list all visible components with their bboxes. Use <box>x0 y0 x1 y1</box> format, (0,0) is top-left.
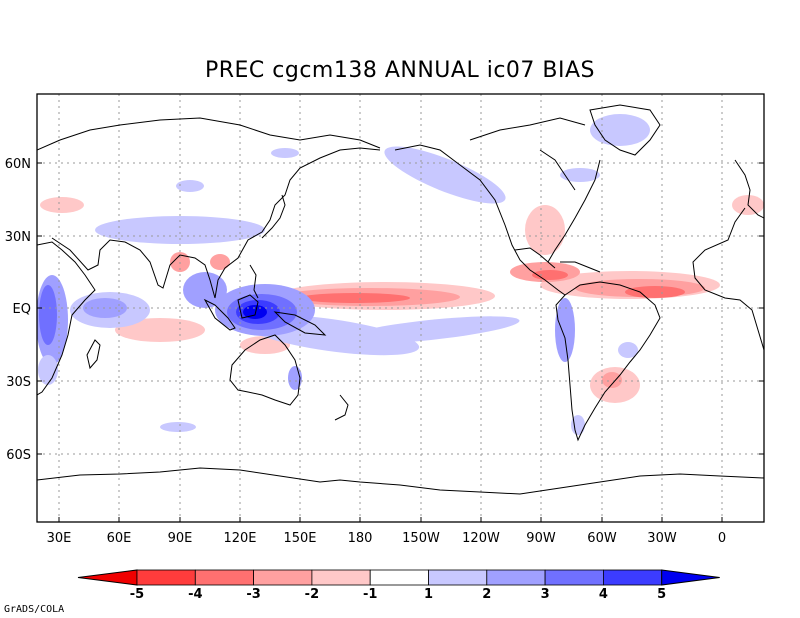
wet-anomaly-south-pacific <box>340 316 520 344</box>
colorbar-segment <box>253 569 313 586</box>
coast-sumatra <box>203 298 236 331</box>
coast-new-zealand <box>334 394 349 421</box>
colorbar-segment <box>544 569 604 586</box>
coast-east-asia <box>214 147 381 299</box>
wet-anomaly-bay-of-bengal <box>183 272 227 308</box>
wet-anomaly-north-atlantic <box>560 168 600 182</box>
colorbar-label: 5 <box>657 587 666 602</box>
colorbar-label: 1 <box>424 587 433 602</box>
wet-anomaly-south-africa <box>38 355 58 385</box>
coast-africa <box>37 241 96 396</box>
colorbar-segment <box>603 569 663 586</box>
x-tick-label: 150E <box>283 531 316 546</box>
coast-gulf <box>514 247 556 269</box>
y-tick-label: EQ <box>13 302 31 317</box>
colorbar-label: 4 <box>599 587 608 602</box>
coast-madagascar <box>86 339 101 370</box>
coast-india <box>124 241 216 299</box>
dry-anomaly-equatorial-pacific-peak <box>300 293 410 303</box>
x-tick-label: 150W <box>402 531 440 546</box>
coast-philippines <box>249 264 259 299</box>
x-tick-label: 180 <box>348 531 373 546</box>
coast-north-america-north <box>469 117 586 141</box>
x-tick-label: 30W <box>647 531 677 546</box>
colorbar-label: 2 <box>482 587 491 602</box>
coast-borneo <box>237 294 259 319</box>
colorbar-label: -5 <box>130 587 144 602</box>
colorbar-segment <box>428 569 488 586</box>
colorbar-labels: -5 -4 -3 -2 -1 1 2 3 4 5 <box>130 587 666 602</box>
wet-anomaly-siberia <box>176 180 204 192</box>
bias-shading <box>37 114 764 435</box>
coast-europe <box>734 159 764 219</box>
colorbar-segment <box>194 569 255 586</box>
colorbar <box>77 569 720 586</box>
coast-arabia <box>51 237 126 271</box>
coast-greenland <box>589 104 661 156</box>
tick-marks <box>37 162 764 522</box>
x-tick-label: 120E <box>223 531 256 546</box>
x-tick-label: 90E <box>168 531 193 546</box>
y-tick-label: 60S <box>6 448 31 463</box>
colorbar-segment <box>311 569 371 586</box>
y-tick-labels: 60N 30N EQ 30S 60S <box>5 157 31 463</box>
x-tick-label: 60W <box>587 531 617 546</box>
wet-anomaly-amazon <box>618 342 638 358</box>
coast-hudson <box>539 149 576 191</box>
colorbar-arrow-high <box>661 569 720 586</box>
dry-anomaly-mediterranean <box>40 197 84 213</box>
colorbar-segment <box>486 569 546 586</box>
dry-anomaly-south-china <box>210 254 230 270</box>
coast-australia <box>229 334 301 406</box>
dry-anomaly-north-america <box>525 205 565 255</box>
coast-new-guinea <box>273 311 327 336</box>
coast-japan <box>261 194 286 239</box>
y-tick-label: 60N <box>5 157 31 172</box>
wet-anomaly-central-asia <box>95 216 265 244</box>
graticule <box>37 94 764 522</box>
wet-anomaly-south-america <box>555 298 575 362</box>
colorbar-segment <box>369 569 429 586</box>
x-tick-label: 60E <box>107 531 132 546</box>
colorbar-segment <box>136 569 196 586</box>
colorbar-label: -3 <box>246 587 260 602</box>
colorbar-label: 3 <box>541 587 550 602</box>
colorbar-label: -1 <box>363 587 377 602</box>
wet-anomaly-north-pacific <box>384 146 506 204</box>
dry-anomaly-indian-ocean <box>115 318 205 342</box>
coast-africa-west <box>692 207 764 351</box>
coast-us-east <box>547 159 601 263</box>
wet-anomaly-greenland <box>590 114 650 146</box>
dry-anomaly-south-america-core <box>602 372 622 388</box>
y-tick-label: 30N <box>5 230 31 245</box>
x-tick-labels: 30E 60E 90E 120E 150E 180 150W 120W 90W 60W 30W 0 <box>47 531 727 546</box>
colorbar-arrow-low <box>77 569 138 586</box>
map-title: PREC cgcm138 ANNUAL ic07 BIAS <box>204 58 596 83</box>
colorbar-label: -4 <box>188 587 202 602</box>
colorbar-label: -2 <box>305 587 319 602</box>
x-tick-label: 30E <box>47 531 72 546</box>
coast-south-america <box>555 281 661 442</box>
wet-anomaly-east-africa-core <box>39 285 57 345</box>
x-tick-label: 0 <box>718 531 726 546</box>
x-tick-label: 120W <box>462 531 500 546</box>
coast-siberia <box>37 117 381 151</box>
wet-anomaly-arctic-pacific <box>271 148 299 158</box>
dry-anomaly-atlantic-itcz-peak <box>625 286 685 298</box>
coastlines <box>37 104 764 495</box>
coast-caribbean <box>560 261 601 273</box>
credit-text: GrADS/COLA <box>4 604 65 615</box>
coast-alaska <box>394 144 566 296</box>
wet-anomaly-southern-ocean <box>160 422 196 432</box>
x-tick-label: 90W <box>526 531 556 546</box>
coast-antarctica <box>37 467 764 495</box>
y-tick-label: 30S <box>6 375 31 390</box>
